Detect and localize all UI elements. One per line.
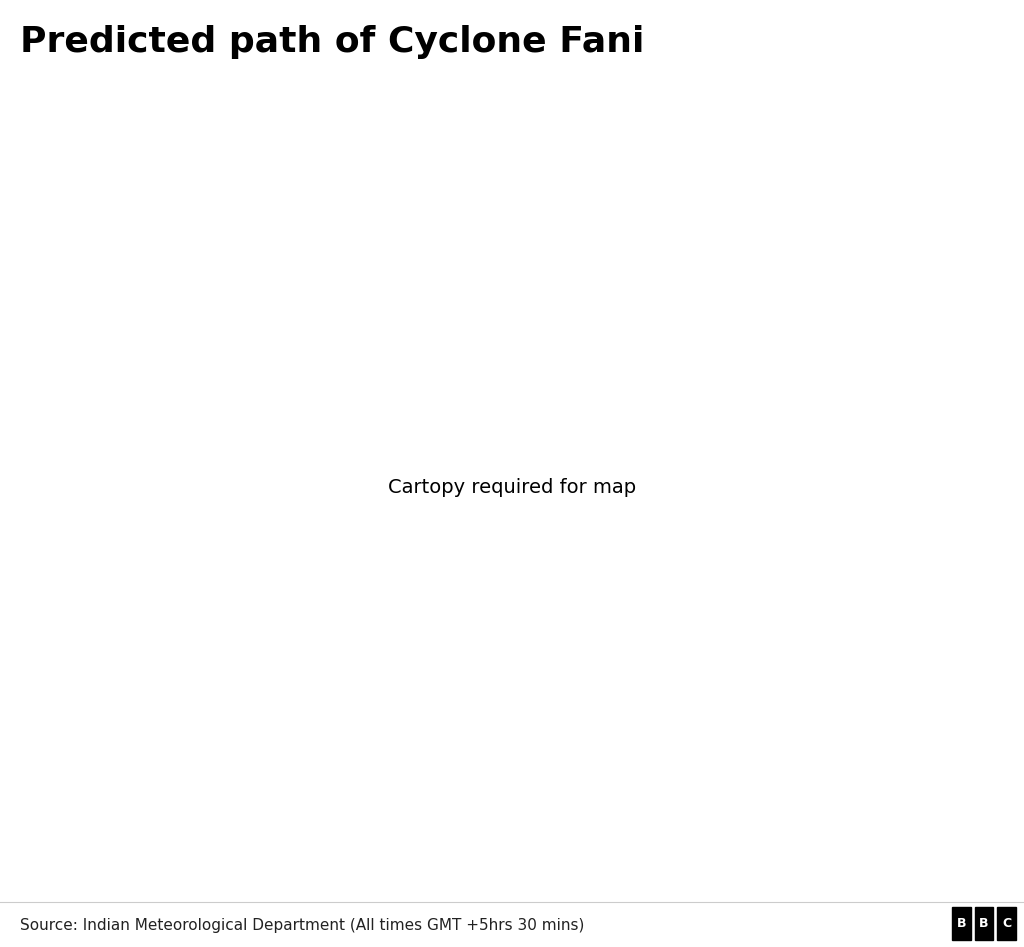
Text: Predicted path of Cyclone Fani: Predicted path of Cyclone Fani	[20, 25, 645, 59]
FancyBboxPatch shape	[975, 907, 993, 939]
Text: Source: Indian Meteorological Department (All times GMT +5hrs 30 mins): Source: Indian Meteorological Department…	[20, 919, 585, 933]
Text: Cartopy required for map: Cartopy required for map	[388, 478, 636, 497]
Text: B: B	[956, 917, 967, 930]
Text: C: C	[1002, 917, 1011, 930]
FancyBboxPatch shape	[952, 907, 971, 939]
Text: B: B	[979, 917, 989, 930]
FancyBboxPatch shape	[997, 907, 1016, 939]
